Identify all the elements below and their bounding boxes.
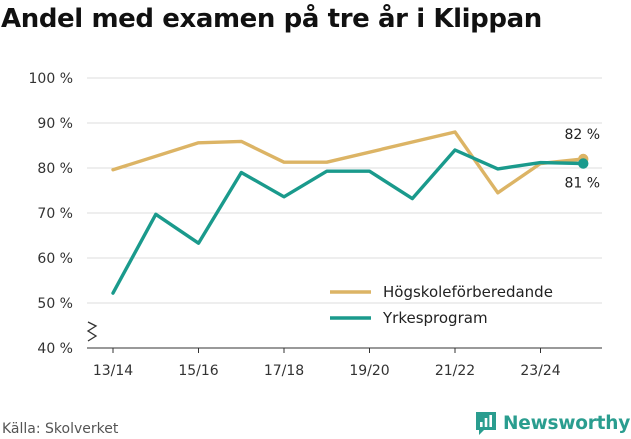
newsworthy-logo-icon	[476, 411, 496, 435]
x-axis-tick-labels: 13/14 15/16 17/18 19/20 21/22 23/24	[93, 348, 561, 379]
legend-label-2: Yrkesprogram	[382, 309, 488, 327]
gridlines	[87, 77, 602, 304]
brand-logo: Newsworthy	[475, 409, 630, 437]
brand-name: Newsworthy	[503, 412, 631, 434]
series-end-marker-2	[578, 158, 589, 169]
x-tick-label: 19/20	[349, 363, 389, 379]
axis-break-icon	[86, 321, 98, 342]
x-tick-label: 23/24	[520, 363, 560, 379]
y-tick-label: 50 %	[37, 296, 73, 312]
y-tick-label: 80 %	[37, 161, 73, 177]
series-line-1	[111, 130, 585, 195]
y-tick-label: 60 %	[37, 251, 73, 267]
x-tick-label: 15/16	[178, 363, 218, 379]
x-tick-label: 21/22	[435, 363, 475, 379]
line-chart: 40 % 50 % 60 % 70 % 80 % 90 % 100 % 13/14 15/16…	[29, 71, 602, 379]
legend-label-1: Högskoleförberedande	[383, 283, 553, 301]
end-value-labels: 82 % 81 %	[564, 127, 600, 192]
chart-title: Andel med examen på tre år i Klippan	[1, 4, 542, 34]
y-tick-label: 90 %	[37, 116, 73, 132]
source-label: Källa: Skolverket	[2, 421, 119, 437]
legend: Högskoleförberedande Yrkesprogram	[330, 283, 553, 327]
end-value-label-1: 82 %	[564, 127, 600, 143]
end-value-label-2: 81 %	[564, 176, 600, 192]
series-line-2	[111, 148, 585, 295]
y-tick-label: 70 %	[37, 206, 73, 222]
x-tick-label: 17/18	[264, 363, 304, 379]
series-group	[111, 130, 589, 295]
x-axis	[86, 321, 602, 349]
y-tick-label: 100 %	[29, 71, 73, 87]
x-tick-label: 13/14	[93, 363, 133, 379]
y-axis-tick-labels: 40 % 50 % 60 % 70 % 80 % 90 % 100 %	[29, 71, 73, 357]
y-tick-label: 40 %	[37, 341, 73, 357]
